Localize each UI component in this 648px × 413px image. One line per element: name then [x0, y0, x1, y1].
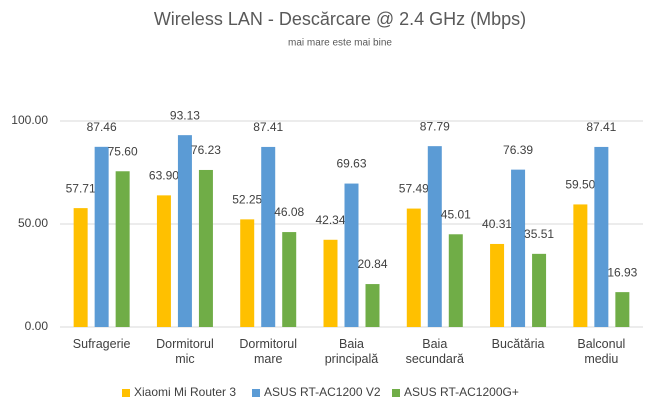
- legend-swatch: [252, 389, 260, 397]
- bar: [240, 219, 255, 327]
- bar: [198, 169, 213, 327]
- chart-title: Wireless LAN - Descărcare @ 2.4 GHz (Mbp…: [154, 9, 526, 29]
- bar: [282, 232, 297, 327]
- x-tick-label: Dormitorul mare: [239, 337, 298, 366]
- bar: [490, 243, 505, 327]
- bar: [594, 146, 609, 327]
- bar: [532, 253, 547, 327]
- data-label: 57.71: [66, 181, 96, 195]
- data-label: 20.84: [357, 257, 387, 271]
- bar: [344, 183, 359, 327]
- x-tick-label: Baia secundară: [405, 337, 464, 366]
- data-label: 45.01: [441, 207, 471, 221]
- data-label: 59.50: [565, 178, 595, 192]
- data-label: 69.63: [336, 157, 366, 171]
- data-label: 87.46: [87, 120, 117, 134]
- x-tick-label: Baia principală: [324, 337, 379, 366]
- bar: [427, 146, 442, 327]
- bar: [156, 195, 171, 327]
- x-tick-label: Balconul mediu: [577, 337, 626, 366]
- data-label: 40.31: [482, 217, 512, 231]
- data-label: 52.25: [232, 193, 262, 207]
- bar: [323, 239, 338, 327]
- legend-label: Xiaomi Mi Router 3: [134, 385, 236, 399]
- data-label: 63.90: [149, 169, 179, 183]
- x-tick-label: Bucătăria: [491, 337, 545, 351]
- data-label: 76.39: [503, 143, 533, 157]
- data-label: 93.13: [170, 108, 200, 122]
- chart-subtitle: mai mare este mai bine: [288, 38, 392, 49]
- bar: [177, 135, 192, 327]
- data-label: 87.41: [586, 120, 616, 134]
- y-tick-label: 100.00: [11, 113, 48, 127]
- bar: [406, 208, 421, 327]
- bar: [94, 146, 109, 327]
- y-tick-label: 0.00: [25, 319, 49, 333]
- data-label: 75.60: [108, 144, 138, 158]
- data-label: 46.08: [274, 205, 304, 219]
- legend-swatch: [392, 389, 400, 397]
- bar: [115, 171, 130, 327]
- x-tick-label: Sufragerie: [72, 337, 131, 351]
- bar: [448, 234, 463, 327]
- bar: [73, 208, 88, 327]
- data-label: 35.51: [524, 227, 554, 241]
- bar: [511, 169, 526, 327]
- data-label: 42.34: [315, 213, 345, 227]
- bar: [615, 292, 630, 327]
- bar: [573, 204, 588, 327]
- bar: [261, 146, 276, 327]
- bar: [365, 284, 380, 327]
- data-label: 87.41: [253, 120, 283, 134]
- data-label: 57.49: [399, 182, 429, 196]
- legend-swatch: [122, 389, 130, 397]
- legend-label: ASUS RT-AC1200 V2: [264, 385, 381, 399]
- legend-label: ASUS RT-AC1200G+: [404, 385, 519, 399]
- data-label: 76.23: [191, 143, 221, 157]
- x-tick-label: Dormitorul mic: [156, 337, 214, 366]
- data-label: 16.93: [607, 265, 637, 279]
- y-tick-label: 50.00: [18, 216, 48, 230]
- data-label: 87.79: [420, 119, 450, 133]
